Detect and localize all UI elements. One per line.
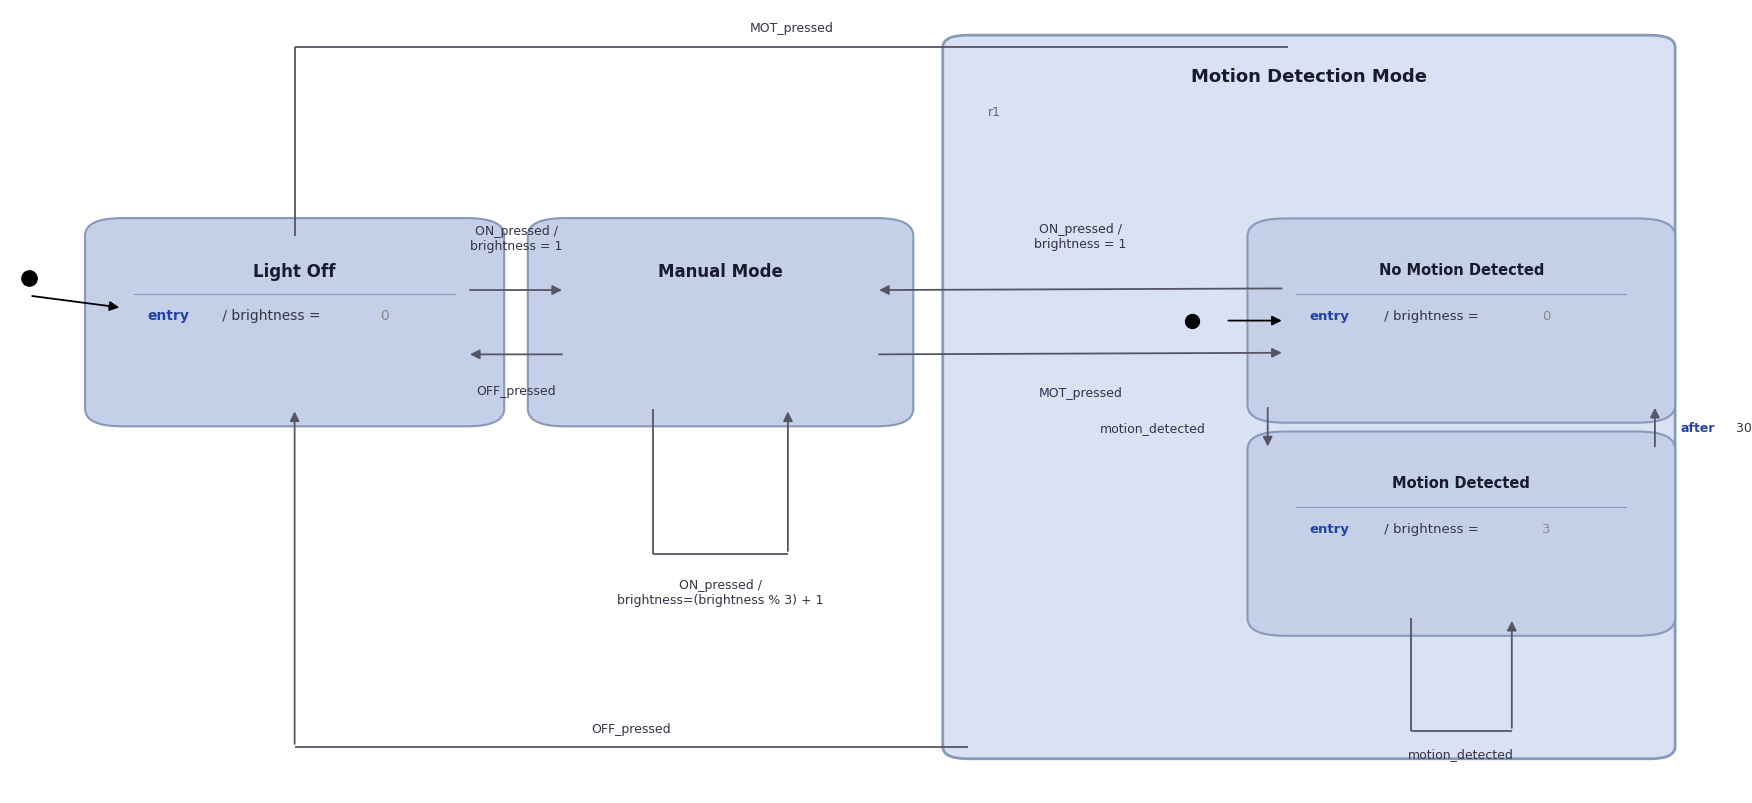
Text: entry: entry — [147, 309, 189, 323]
Text: entry: entry — [1310, 523, 1349, 536]
Text: after: after — [1680, 421, 1715, 434]
Text: MOT_pressed: MOT_pressed — [1039, 387, 1123, 400]
Text: No Motion Detected: No Motion Detected — [1379, 263, 1544, 278]
Text: OFF_pressed: OFF_pressed — [592, 722, 671, 735]
Text: 30 s: 30 s — [1736, 421, 1752, 434]
Text: ON_pressed /
brightness = 1: ON_pressed / brightness = 1 — [470, 225, 562, 252]
Text: 0: 0 — [380, 309, 389, 323]
Text: 3: 3 — [1542, 523, 1551, 536]
FancyBboxPatch shape — [943, 36, 1675, 759]
Text: 0: 0 — [1542, 310, 1551, 323]
Text: Light Off: Light Off — [254, 262, 336, 280]
Text: / brightness =: / brightness = — [217, 309, 324, 323]
Text: motion_detected: motion_detected — [1100, 421, 1205, 434]
FancyBboxPatch shape — [527, 218, 913, 427]
Text: / brightness =: / brightness = — [1381, 310, 1484, 323]
Text: entry: entry — [1310, 310, 1349, 323]
Text: Manual Mode: Manual Mode — [659, 262, 783, 280]
Text: OFF_pressed: OFF_pressed — [477, 385, 555, 397]
Text: Motion Detection Mode: Motion Detection Mode — [1191, 68, 1426, 86]
Text: ON_pressed /
brightness = 1: ON_pressed / brightness = 1 — [1034, 223, 1127, 251]
Text: motion_detected: motion_detected — [1409, 747, 1514, 760]
FancyBboxPatch shape — [1247, 432, 1675, 636]
Text: r1: r1 — [988, 106, 1000, 119]
FancyBboxPatch shape — [86, 218, 505, 427]
Text: MOT_pressed: MOT_pressed — [750, 22, 834, 35]
Text: / brightness =: / brightness = — [1381, 523, 1484, 536]
Text: ON_pressed /
brightness=(brightness % 3) + 1: ON_pressed / brightness=(brightness % 3)… — [617, 579, 823, 606]
FancyBboxPatch shape — [1247, 219, 1675, 423]
Text: Motion Detected: Motion Detected — [1393, 475, 1529, 491]
